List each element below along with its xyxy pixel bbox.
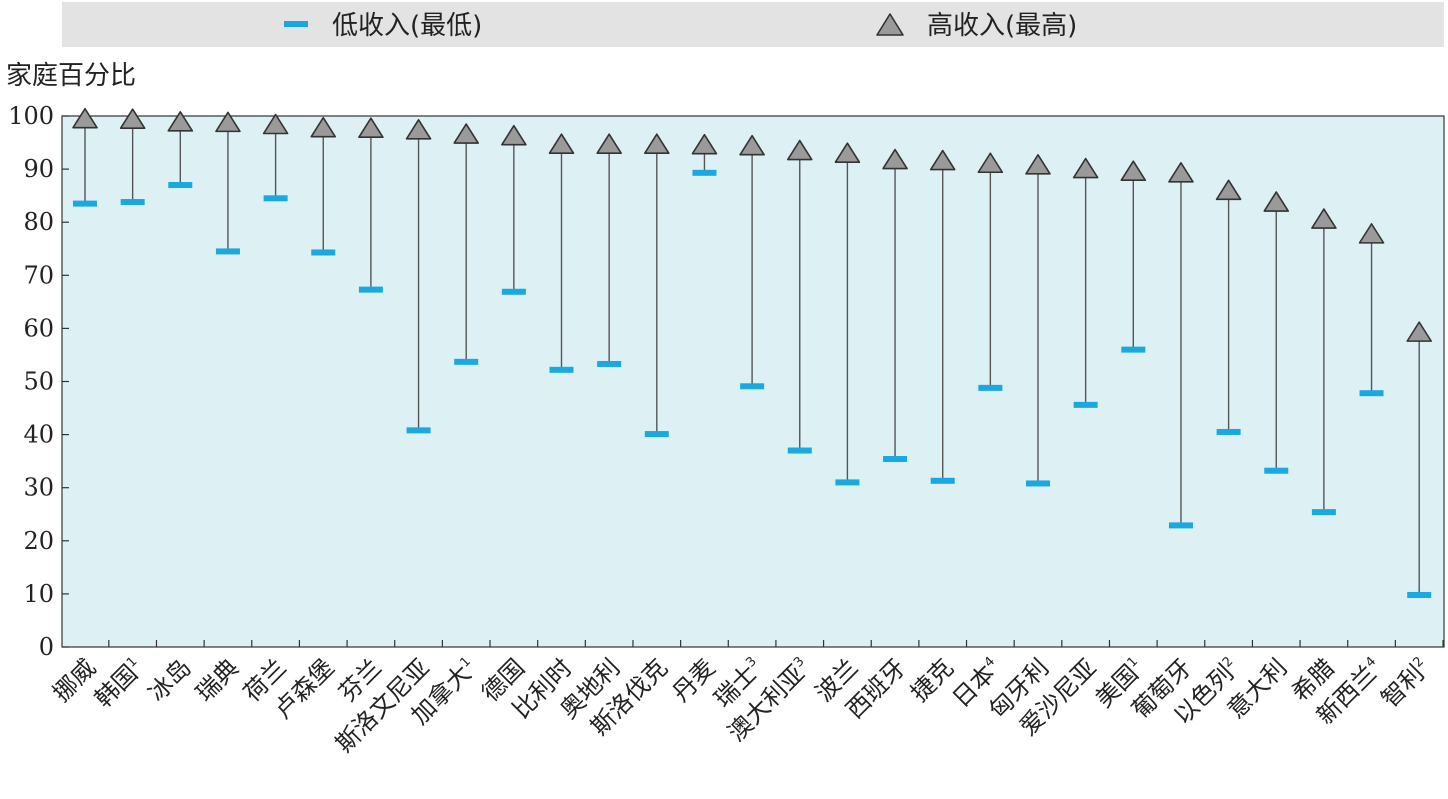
legend-low-label: 低收入(最低) <box>332 11 482 41</box>
high-income-marker <box>119 108 146 129</box>
low-income-marker <box>1121 346 1146 353</box>
low-income-marker <box>740 383 765 390</box>
plot-area <box>61 115 1445 648</box>
high-income-marker <box>1215 179 1242 201</box>
high-income-marker <box>501 124 527 146</box>
low-income-marker <box>1407 591 1432 598</box>
low-income-marker <box>454 358 479 365</box>
low-income-marker <box>835 479 860 486</box>
y-tick-label: 50 <box>23 368 54 396</box>
high-income-marker <box>358 117 384 139</box>
high-income-marker <box>453 123 480 144</box>
low-income-marker <box>1264 467 1289 474</box>
x-category-label: 瑞典 <box>190 653 244 707</box>
high-income-marker <box>167 111 194 132</box>
legend-high-label: 高收入(最高) <box>927 11 1077 41</box>
low-income-marker <box>1359 390 1384 397</box>
y-axis-label: 家庭百分比 <box>6 61 136 91</box>
low-income-marker <box>311 249 336 256</box>
low-income-marker <box>1073 401 1098 408</box>
low-income-marker <box>1168 522 1193 529</box>
x-category-label: 挪威 <box>48 653 102 707</box>
high-income-marker <box>596 133 622 154</box>
y-tick-label: 40 <box>23 421 54 449</box>
low-income-marker <box>930 477 955 484</box>
high-income-marker <box>977 152 1004 174</box>
low-income-marker <box>549 366 574 373</box>
high-income-marker <box>548 133 575 154</box>
high-income-marker <box>643 133 670 154</box>
high-income-marker <box>929 149 956 171</box>
high-income-marker <box>786 139 813 161</box>
high-income-marker <box>1168 162 1194 183</box>
legend-background <box>62 2 1444 47</box>
low-income-marker <box>358 286 383 293</box>
high-income-marker <box>1311 208 1337 229</box>
high-income-marker <box>1263 191 1290 212</box>
low-income-marker <box>1026 480 1050 487</box>
x-category-label: 智利2 <box>1376 653 1436 713</box>
high-income-marker <box>262 113 289 135</box>
legend: 低收入(最低) 高收入(最高) <box>284 11 1077 41</box>
high-income-marker <box>1120 160 1147 182</box>
low-income-marker <box>215 248 240 255</box>
legend-low-marker <box>284 21 308 27</box>
low-income-marker <box>597 360 622 367</box>
low-income-marker <box>692 169 717 176</box>
high-income-marker <box>1406 321 1432 342</box>
x-category-label: 韩国1 <box>89 653 149 713</box>
high-income-marker <box>405 119 432 140</box>
high-income-marker <box>310 116 337 138</box>
high-income-marker <box>882 148 908 170</box>
high-income-marker <box>1025 154 1051 175</box>
low-income-marker <box>787 447 812 454</box>
high-income-marker <box>72 107 98 129</box>
low-income-marker <box>883 456 908 463</box>
y-tick-label: 100 <box>8 102 54 130</box>
low-income-marker <box>73 200 97 207</box>
y-axis: 0 10 20 30 40 50 60 70 80 90 100 <box>8 102 69 661</box>
y-tick-label: 80 <box>23 208 54 236</box>
high-income-marker <box>1072 157 1099 179</box>
low-income-marker <box>1311 509 1336 516</box>
y-tick-label: 10 <box>23 580 54 608</box>
x-category-label: 冰岛 <box>143 653 197 707</box>
high-income-marker <box>215 111 241 133</box>
low-income-marker <box>168 182 193 189</box>
y-tick-label: 0 <box>39 633 54 661</box>
low-income-marker <box>644 431 669 438</box>
x-category-label: 丹麦 <box>667 653 721 707</box>
data-marks <box>72 107 1432 598</box>
high-income-marker <box>1358 223 1385 244</box>
y-tick-label: 60 <box>23 314 54 342</box>
y-tick-label: 20 <box>23 527 54 555</box>
low-income-marker <box>263 195 288 202</box>
y-tick-label: 70 <box>23 261 54 289</box>
x-category-label: 捷克 <box>905 653 959 707</box>
high-income-marker <box>691 133 718 155</box>
low-income-marker <box>978 384 1003 391</box>
high-income-marker <box>834 142 861 163</box>
high-income-marker <box>739 134 765 156</box>
low-income-marker <box>406 427 431 434</box>
y-tick-label: 90 <box>23 155 54 183</box>
low-income-marker <box>120 199 145 206</box>
low-income-marker <box>1216 428 1241 435</box>
y-tick-label: 30 <box>23 474 54 502</box>
low-income-marker <box>501 288 526 295</box>
legend-high-marker <box>876 13 904 36</box>
